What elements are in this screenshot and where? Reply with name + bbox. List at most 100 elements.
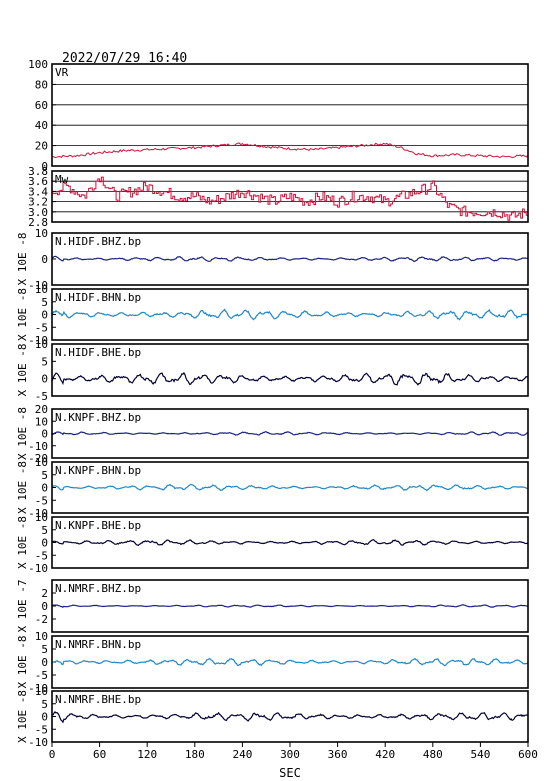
x-tick-label: 60	[93, 748, 106, 761]
panel-frame	[51, 516, 529, 569]
series-line	[51, 255, 529, 263]
y-tick-label: 0	[41, 253, 48, 266]
y-tick-label: -5	[35, 723, 48, 736]
series-line	[51, 711, 529, 724]
panel-n-hidf-bhz-bp: -10 0 10 X 10E -8 N.HIDF.BHZ.bp	[16, 227, 529, 292]
y-tick-label: 0	[41, 537, 48, 550]
y-axis-label: X 10E -8	[16, 636, 29, 689]
y-tick-label: 5	[41, 469, 48, 482]
y-tick-label: 2.8	[28, 216, 48, 229]
y-tick-label: 0	[41, 160, 48, 173]
panels: 020406080100VR2.83.03.23.43.63.8Mw-10010…	[16, 58, 529, 749]
x-tick-label: 540	[470, 748, 490, 761]
y-tick-label: 5	[41, 698, 48, 711]
x-tick-label: 180	[185, 748, 205, 761]
series-line-mw	[52, 176, 529, 221]
y-tick-label: 10	[35, 415, 48, 428]
panel-title: N.KNPF.BHN.bp	[55, 464, 141, 477]
panel-frame	[51, 461, 529, 514]
panel-title: N.HIDF.BHE.bp	[55, 346, 141, 359]
y-tick-label: -5	[35, 390, 48, 403]
x-axis-label: SEC	[279, 766, 301, 780]
y-tick-label: -20	[28, 452, 48, 465]
panel-vr: 0 20 40 60 80 100 VR	[28, 58, 529, 173]
y-tick-label: 10	[35, 511, 48, 524]
panel-frame	[51, 343, 529, 397]
x-tick-label: 300	[280, 748, 300, 761]
panel-title: N.HIDF.BHZ.bp	[55, 235, 141, 248]
y-tick-label: -10	[28, 507, 48, 520]
series-line	[51, 604, 529, 608]
y-tick-label: -10	[28, 440, 48, 453]
y-tick-label: 20	[35, 403, 48, 416]
panel-n-nmrf-bhz-bp: -202 X 10E -7 N.NMRF.BHZ.bp	[16, 579, 529, 633]
series-line	[51, 431, 529, 436]
series-line	[51, 657, 529, 667]
y-tick-label: -5	[35, 549, 48, 562]
y-tick-label: 0	[41, 373, 48, 386]
y-tick-label: 3.0	[28, 206, 48, 219]
series-line	[51, 371, 529, 386]
y-tick-label: 3.2	[28, 196, 48, 209]
panel-frame	[51, 232, 529, 286]
x-tick-label: 480	[423, 748, 443, 761]
series-line-vr	[51, 142, 529, 159]
x-tick-label: 360	[328, 748, 348, 761]
x-tick-label: 420	[375, 748, 395, 761]
y-tick-label: 10	[35, 283, 48, 296]
panel-n-hidf-bhe-bp: -5 0 5 10 X 10E -8 N.HIDF.BHE.bp	[16, 338, 529, 403]
y-tick-label: 3.6	[28, 175, 48, 188]
panel-title: N.HIDF.BHN.bp	[55, 291, 141, 304]
y-tick-label: 3.8	[28, 165, 48, 178]
y-tick-label: 80	[35, 78, 48, 91]
panel-frame	[51, 408, 529, 459]
y-tick-label: 5	[41, 524, 48, 537]
y-tick-label: -10	[28, 736, 48, 749]
y-tick-label: 40	[35, 119, 48, 132]
panel-title: N.KNPF.BHE.bp	[55, 519, 141, 532]
y-tick-label: -5	[35, 494, 48, 507]
y-tick-label: 0	[41, 428, 48, 441]
panel-title: N.NMRF.BHN.bp	[55, 638, 141, 651]
panel-frame	[51, 63, 529, 167]
series-line	[51, 483, 529, 492]
panel-title: N.NMRF.BHZ.bp	[55, 582, 141, 595]
y-axis-label: X 10E -8	[16, 288, 29, 341]
y-axis-label: X 10E -8	[16, 461, 29, 514]
y-tick-label: 20	[35, 140, 48, 153]
y-axis-label: X 10E -8	[16, 344, 29, 397]
y-tick-label: -5	[35, 669, 48, 682]
y-tick-label: 2	[41, 587, 48, 600]
panel-frame	[51, 635, 529, 689]
y-tick-label: 0	[41, 309, 48, 322]
y-axis-label: X 10E -8	[16, 690, 29, 743]
x-tick-label: 0	[49, 748, 56, 761]
y-tick-label: 100	[28, 58, 48, 71]
y-tick-label: 0	[41, 656, 48, 669]
panel-mw: 2.83.03.23.43.63.8 Mw	[28, 165, 529, 229]
y-tick-label: 10	[35, 338, 48, 351]
y-axis-label: X 10E -7	[16, 580, 29, 633]
panel-frame	[51, 288, 529, 341]
y-tick-label: 0	[41, 711, 48, 724]
y-tick-label: -10	[28, 562, 48, 575]
y-tick-label: 5	[41, 643, 48, 656]
y-tick-label: 10	[35, 227, 48, 240]
x-tick-label: 240	[232, 748, 252, 761]
series-line	[51, 539, 528, 547]
panel-frame	[51, 579, 529, 633]
y-tick-label: -5	[35, 321, 48, 334]
series-line	[51, 308, 529, 321]
x-tick-label: 120	[137, 748, 157, 761]
y-tick-label: -10	[28, 334, 48, 347]
y-tick-label: 3.4	[28, 185, 48, 198]
y-tick-label: -2	[35, 613, 48, 626]
y-tick-label: 0	[41, 482, 48, 495]
panel-title: Mw	[55, 173, 69, 186]
